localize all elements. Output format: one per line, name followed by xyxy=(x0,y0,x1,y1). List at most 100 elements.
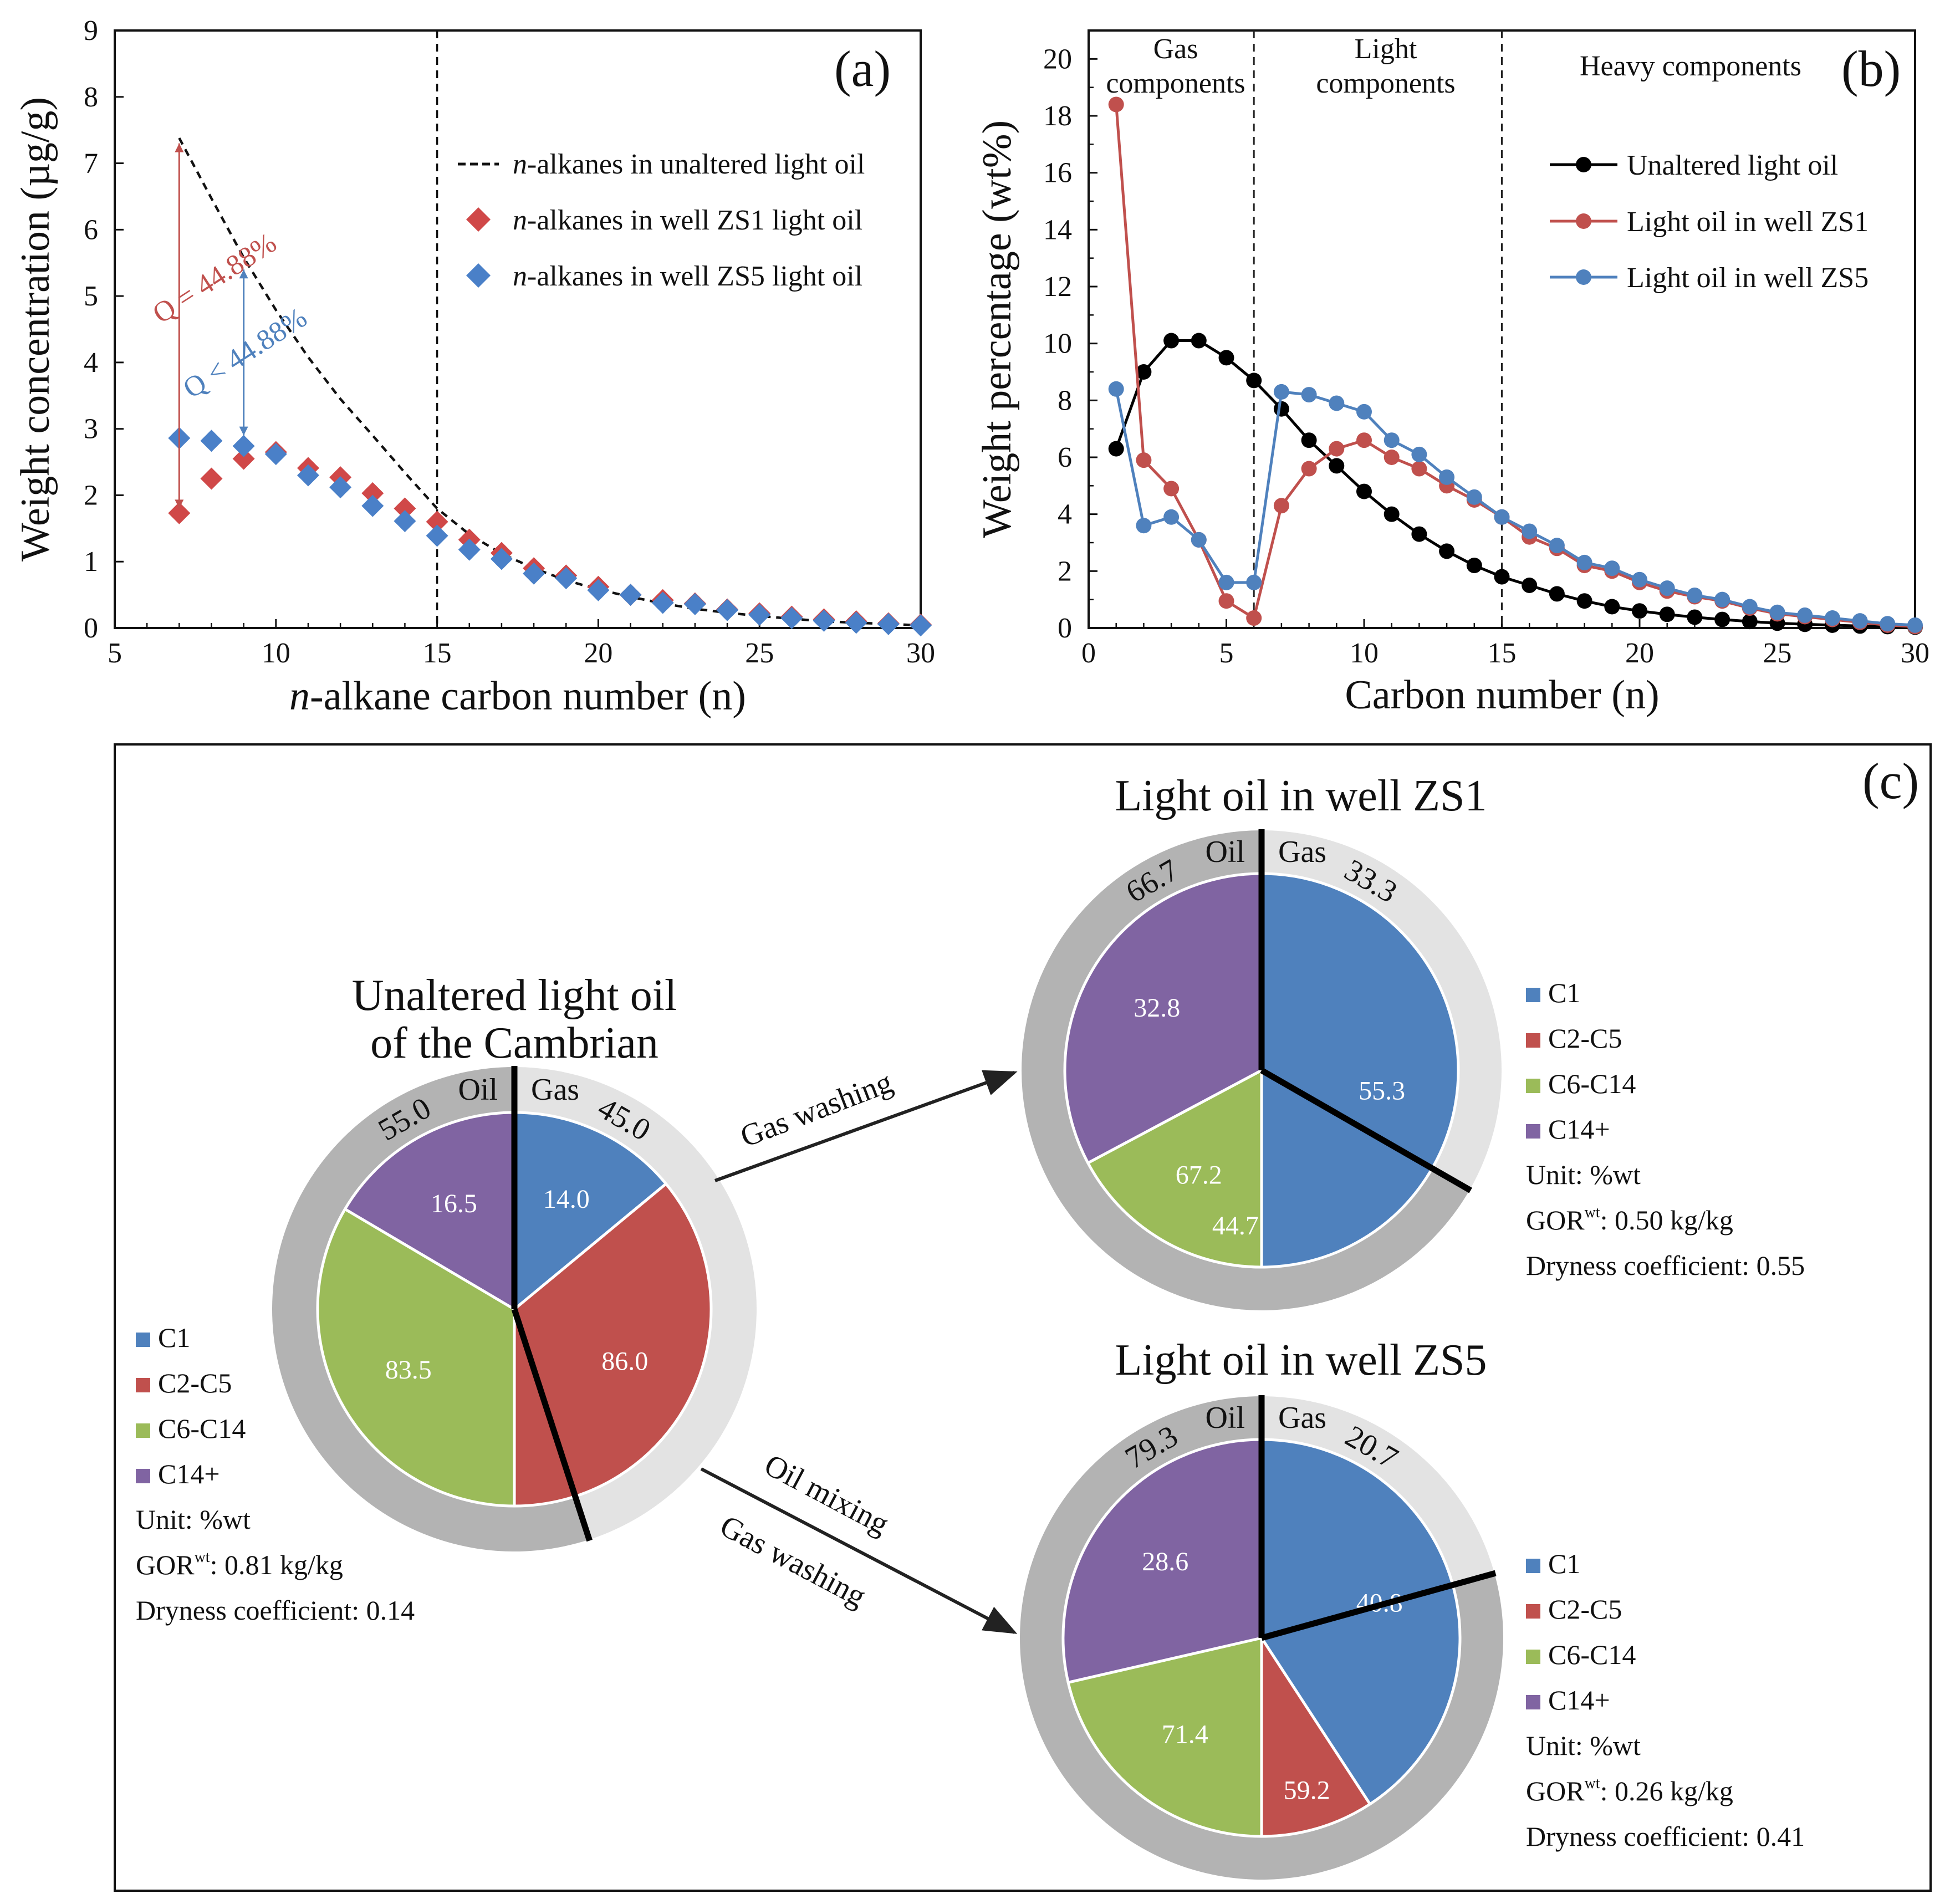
data-point xyxy=(264,443,287,466)
slice-value-label: 32.8 xyxy=(1134,993,1180,1023)
data-point xyxy=(716,599,739,621)
data-point xyxy=(1108,96,1124,113)
data-point xyxy=(1136,452,1152,468)
data-point xyxy=(1136,364,1152,380)
data-point xyxy=(877,612,900,635)
data-point xyxy=(1191,532,1207,548)
gor-text: GORwt: 0.26 kg/kg xyxy=(1526,1775,1733,1806)
slice-c6c14 xyxy=(316,1207,516,1508)
ring-gas-word: Gas xyxy=(1278,835,1326,869)
y-tick-label: 1 xyxy=(84,546,98,578)
unaltered-alkane-curve xyxy=(178,137,921,627)
data-point xyxy=(1411,526,1427,542)
x-tick-label: 5 xyxy=(1219,637,1234,669)
data-point xyxy=(1329,441,1345,457)
data-point xyxy=(1714,591,1730,608)
x-tick-label: 10 xyxy=(262,637,290,669)
x-tick-label: 20 xyxy=(584,637,612,669)
legend-swatch-c1 xyxy=(1526,1559,1540,1573)
data-point xyxy=(1246,610,1262,626)
y-tick-label: 4 xyxy=(1058,499,1072,530)
legend-b-unaltered-label: Unaltered light oil xyxy=(1627,150,1838,181)
legend-swatch-c1 xyxy=(1526,988,1540,1002)
data-point xyxy=(1880,616,1896,632)
y-tick-label: 0 xyxy=(1058,612,1072,644)
legend-zs5-diamond xyxy=(466,263,491,288)
y-tick-label: 14 xyxy=(1043,214,1072,246)
x-tick-label: 30 xyxy=(1901,637,1929,669)
x-tick-label: 15 xyxy=(423,637,452,669)
zs1-alkane-points xyxy=(168,441,932,636)
data-point xyxy=(1687,587,1703,603)
legend-unaltered-label: n-alkanes in unaltered light oil xyxy=(513,149,865,180)
y-tick-label: 2 xyxy=(84,479,98,511)
slice-value-label: 28.6 xyxy=(1142,1547,1188,1576)
region-heavy: Heavy components xyxy=(1580,50,1801,82)
slice-value-label: 71.4 xyxy=(1162,1720,1208,1749)
data-point xyxy=(845,611,867,634)
y-tick-label: 5 xyxy=(84,280,98,312)
data-point xyxy=(1549,538,1565,554)
data-point xyxy=(1301,461,1317,477)
legend-c2c5: C2-C5 xyxy=(1548,1023,1622,1054)
data-point xyxy=(1329,458,1345,474)
data-point xyxy=(1439,469,1455,485)
data-point xyxy=(1273,384,1289,400)
data-point xyxy=(1632,603,1647,619)
legend-b-zs1-marker xyxy=(1576,213,1591,229)
y-tick-label: 20 xyxy=(1043,43,1072,75)
data-point xyxy=(394,510,416,533)
annotation-q-zs1: Q = 44.88% xyxy=(147,227,282,330)
data-point xyxy=(1218,350,1234,366)
legend-b-unaltered-marker xyxy=(1576,157,1591,172)
arrow-oil-mixing xyxy=(700,1467,1018,1634)
slice-value-label: 14.0 xyxy=(543,1185,590,1214)
gor-text: GORwt: 0.50 kg/kg xyxy=(1526,1204,1733,1236)
data-point xyxy=(1852,613,1868,629)
data-point xyxy=(1301,387,1317,403)
data-point xyxy=(1494,509,1510,525)
legend-c2c5: C2-C5 xyxy=(158,1367,232,1398)
legend-swatch-c2c5 xyxy=(1526,1604,1540,1619)
legend-c6c14: C6-C14 xyxy=(1548,1639,1636,1670)
legend-c6c14: C6-C14 xyxy=(158,1413,246,1444)
x-tick-label: 15 xyxy=(1488,637,1517,669)
legend-b-zs1-label: Light oil in well ZS1 xyxy=(1627,206,1869,238)
panel-b-series xyxy=(1108,96,1923,635)
data-point xyxy=(1687,609,1703,625)
data-point xyxy=(1329,395,1345,411)
legend-c14p: C14+ xyxy=(1548,1684,1610,1716)
legend-c14p: C14+ xyxy=(1548,1114,1610,1145)
data-point xyxy=(748,604,771,626)
dryness-text: Dryness coefficient: 0.41 xyxy=(1526,1821,1805,1852)
data-point xyxy=(1191,333,1207,349)
legend-c1: C1 xyxy=(1548,1548,1580,1579)
oil-gas-divider xyxy=(1260,1570,1497,1641)
x-tick-label: 30 xyxy=(906,637,935,669)
legend-swatch-c1 xyxy=(136,1333,150,1347)
data-point xyxy=(1384,432,1400,448)
arrowhead-up xyxy=(175,143,184,152)
x-tick-label: 20 xyxy=(1625,637,1654,669)
data-point xyxy=(168,502,191,524)
data-point xyxy=(587,579,610,601)
y-tick-label: 6 xyxy=(1058,442,1072,473)
arrowhead-down xyxy=(239,426,248,436)
data-point xyxy=(1742,614,1758,630)
data-point xyxy=(1301,432,1317,448)
zs5-alkane-points xyxy=(168,427,932,637)
data-point xyxy=(394,497,416,520)
panel-a: 5 10 15 20 25 30 0 1 2 3 4 5 6 7 8 9 Q = 44.88% Q < 44.… xyxy=(13,15,935,719)
legend-swatch-c14p xyxy=(136,1469,150,1483)
unit-text: Unit: %wt xyxy=(1526,1159,1641,1190)
data-point xyxy=(1163,333,1180,349)
legend-c1: C1 xyxy=(1548,977,1580,1008)
pie-zs5-title: Light oil in well ZS5 xyxy=(1115,1336,1487,1385)
legend-c14p: C14+ xyxy=(158,1458,220,1489)
slice-value-label: 86.0 xyxy=(601,1347,648,1376)
y-tick-label: 3 xyxy=(84,414,98,445)
data-point xyxy=(1714,611,1730,627)
